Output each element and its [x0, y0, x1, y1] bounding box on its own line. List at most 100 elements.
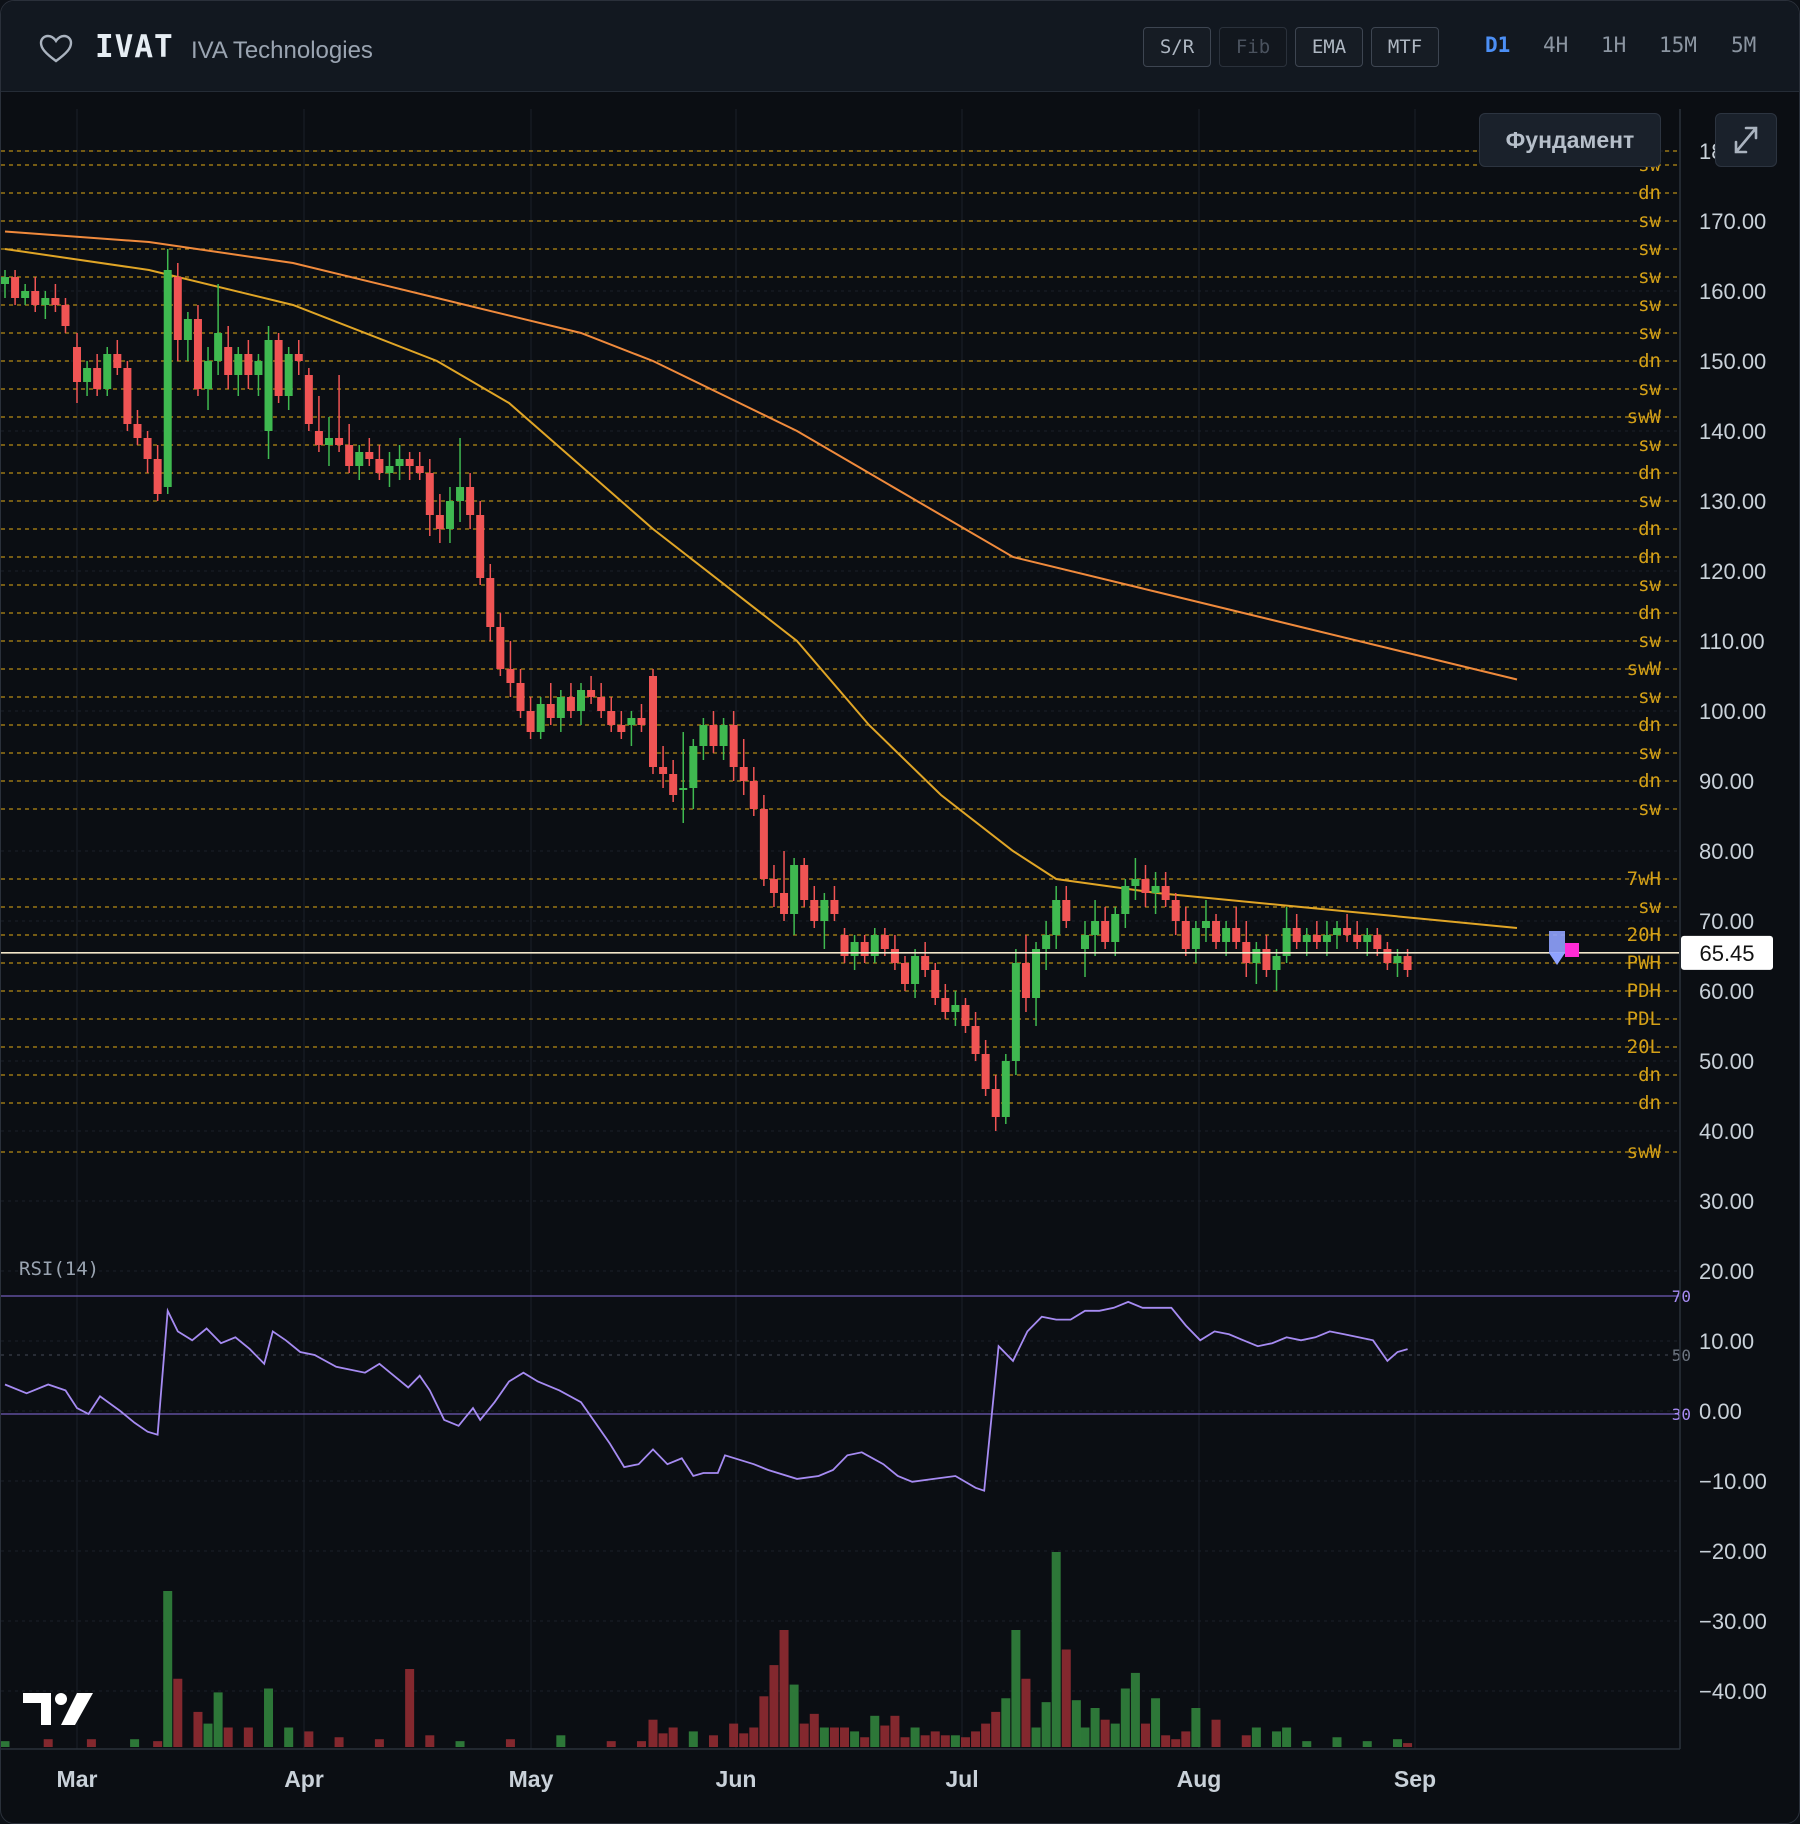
- volume-bar-75: [1191, 1708, 1201, 1747]
- candle-body-65: [659, 767, 668, 774]
- volume-bar-48: [920, 1735, 930, 1747]
- level-label-31: 20L: [1627, 1036, 1661, 1058]
- candle-body-5: [51, 298, 60, 305]
- candle-8: [83, 361, 92, 396]
- candle-body-106: [1081, 935, 1089, 949]
- candle-body-109: [1111, 914, 1120, 942]
- candle-body-47: [476, 515, 485, 578]
- candle-body-64: [649, 676, 657, 767]
- candle-body-57: [577, 690, 585, 711]
- timeframe-5m[interactable]: 5M: [1731, 33, 1757, 57]
- candle-body-58: [587, 690, 596, 697]
- volume-bar-82: [1332, 1737, 1342, 1747]
- candle-body-117: [1191, 928, 1200, 949]
- candle-89: [901, 956, 909, 991]
- candle-76: [769, 865, 778, 907]
- level-label-22: sw: [1638, 742, 1661, 764]
- candle-91: [921, 942, 930, 977]
- candle-35: [355, 445, 364, 480]
- candle-body-17: [173, 277, 182, 340]
- y-tick-label-21: −30.00: [1699, 1609, 1767, 1634]
- toggle-fib[interactable]: Fib: [1219, 27, 1287, 67]
- volume-bar-79: [1272, 1731, 1282, 1747]
- timeframe-d1[interactable]: D1: [1485, 33, 1511, 57]
- volume-bar-80: [1282, 1727, 1292, 1747]
- level-label-26: sw: [1638, 896, 1661, 918]
- volume-bar-52: [960, 1737, 970, 1747]
- volume-bar-37: [809, 1713, 819, 1747]
- candle-body-44: [445, 501, 454, 529]
- volume-bar-69: [1130, 1672, 1140, 1747]
- toggle-mtf[interactable]: MTF: [1371, 27, 1439, 67]
- candle-30: [304, 368, 313, 431]
- candle-body-16: [163, 270, 172, 487]
- y-tick-label-22: −40.00: [1699, 1679, 1767, 1704]
- candle-31: [314, 396, 323, 452]
- candle-106: [1081, 921, 1089, 977]
- candle-63: [637, 704, 646, 732]
- candle-126: [1282, 907, 1291, 963]
- candle-body-129: [1312, 935, 1321, 942]
- volume-bar-53: [971, 1731, 981, 1747]
- candle-body-86: [870, 935, 879, 956]
- x-tick-label-3: Jun: [716, 1766, 757, 1792]
- candle-121: [1232, 907, 1241, 949]
- level-label-21: dn: [1638, 714, 1661, 736]
- toggle-ema[interactable]: EMA: [1295, 27, 1363, 67]
- candle-body-0: [1, 277, 9, 284]
- candle-body-125: [1272, 956, 1281, 970]
- volume-bar-67: [1110, 1723, 1120, 1747]
- expand-button[interactable]: [1715, 113, 1777, 167]
- timeframe-1h[interactable]: 1H: [1601, 33, 1627, 57]
- candle-115: [1171, 893, 1180, 935]
- candle-70: [709, 711, 718, 753]
- y-tick-label-19: −10.00: [1699, 1469, 1767, 1494]
- candle-60: [607, 697, 616, 732]
- candle-120: [1222, 921, 1231, 956]
- candle-body-13: [133, 424, 142, 438]
- candle-body-91: [921, 956, 930, 970]
- candle-27: [274, 333, 283, 403]
- candle-51: [516, 669, 525, 718]
- candle-body-81: [820, 900, 829, 921]
- candle-26: [264, 326, 273, 459]
- timeframe-15m[interactable]: 15M: [1659, 33, 1697, 57]
- x-tick-label-6: Sep: [1394, 1766, 1436, 1792]
- volume-bar-71: [1151, 1698, 1161, 1747]
- x-tick-label-0: Mar: [57, 1766, 98, 1792]
- volume-bar-83: [1362, 1741, 1372, 1747]
- candle-body-14: [143, 438, 152, 459]
- volume-bar-26: [668, 1727, 678, 1747]
- candle-43: [435, 494, 444, 543]
- candle-body-68: [689, 746, 698, 788]
- candle-100: [1011, 949, 1020, 1075]
- candle-50: [506, 641, 515, 697]
- candle-body-110: [1121, 886, 1130, 914]
- rsi-level-label-1: 50: [1672, 1346, 1691, 1365]
- fundamentals-button[interactable]: Фундамент: [1479, 113, 1661, 167]
- toggle-sr[interactable]: S/R: [1143, 27, 1211, 67]
- volume-bar-76: [1211, 1719, 1221, 1747]
- candle-body-120: [1222, 928, 1231, 942]
- heart-icon[interactable]: [39, 34, 73, 64]
- candle-5: [51, 284, 60, 312]
- candle-body-107: [1091, 921, 1100, 935]
- level-label-34: swW: [1627, 1141, 1662, 1163]
- volume-bar-29: [729, 1723, 739, 1747]
- timeframe-4h[interactable]: 4H: [1543, 33, 1569, 57]
- volume-bar-6: [173, 1678, 183, 1747]
- candle-34: [345, 424, 354, 473]
- candle-body-133: [1353, 935, 1362, 942]
- y-tick-label-4: 140.00: [1699, 419, 1766, 444]
- candle-93: [941, 984, 950, 1019]
- candle-body-72: [729, 725, 738, 767]
- candle-body-35: [355, 452, 364, 466]
- candle-103: [1042, 921, 1051, 970]
- candle-body-101: [1021, 963, 1030, 998]
- y-tick-label-18: 0.00: [1699, 1399, 1742, 1424]
- candle-69: [699, 718, 708, 760]
- candle-body-115: [1171, 900, 1180, 921]
- level-label-23: dn: [1638, 770, 1661, 792]
- candle-body-19: [193, 319, 202, 389]
